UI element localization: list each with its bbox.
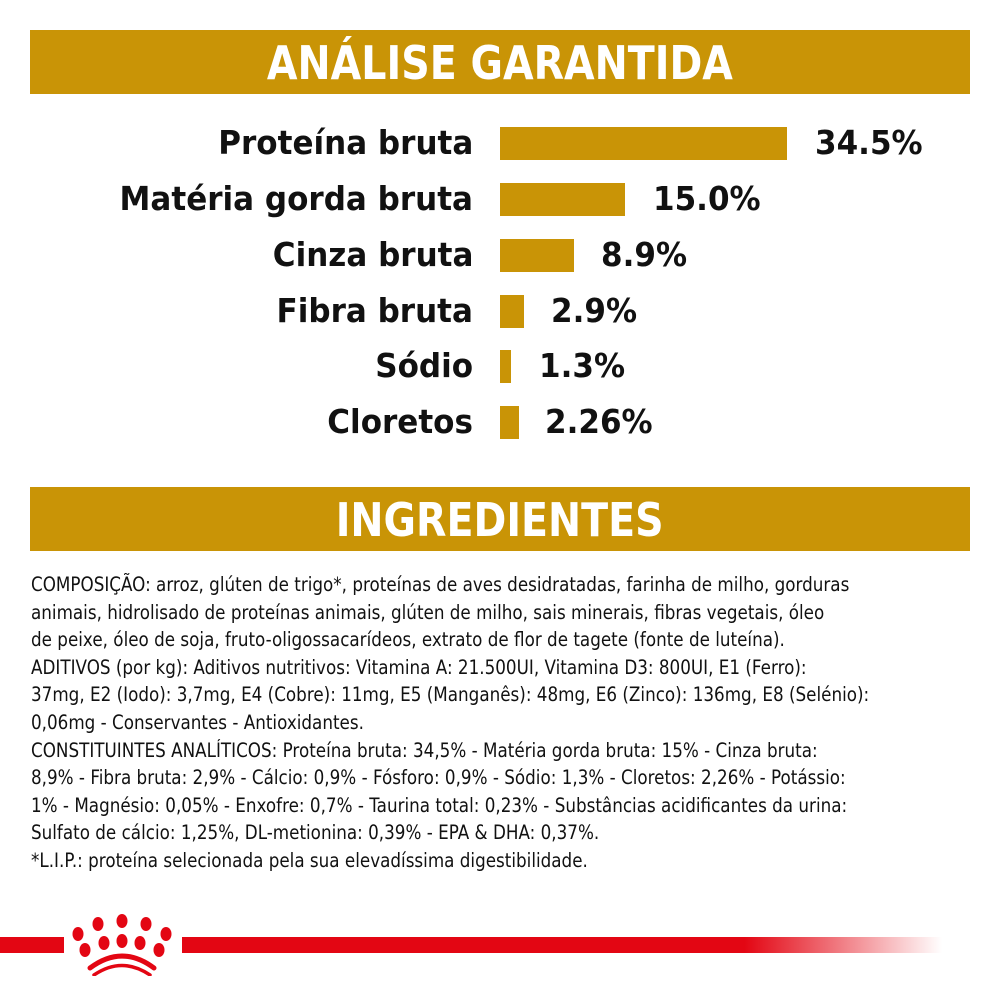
- row-label: Fibra bruta: [276, 291, 473, 330]
- ingredients-line: ADITIVOS (por kg): Aditivos nutritivos: …: [31, 655, 807, 679]
- ingredients-line: 8,9% - Fibra bruta: 2,9% - Cálcio: 0,9% …: [31, 766, 846, 790]
- chart-row: Cinza bruta 8.9%: [0, 235, 1000, 274]
- guaranteed-analysis-chart: Proteína bruta 34.5% Matéria gorda bruta…: [0, 0, 1000, 470]
- row-label: Cinza bruta: [272, 235, 473, 274]
- ingredients-title: INGREDIENTES: [336, 493, 664, 547]
- footer: [0, 900, 1000, 1000]
- row-value: 2.26%: [545, 402, 653, 441]
- row-label: Cloretos: [327, 402, 473, 441]
- analysis-header: ANÁLISE GARANTIDA: [30, 30, 970, 94]
- row-label: Sódio: [375, 346, 473, 385]
- ingredients-header: INGREDIENTES: [30, 487, 970, 551]
- bar: [500, 406, 519, 439]
- ingredients-line: de peixe, óleo de soja, fruto-oligossaca…: [31, 628, 785, 652]
- row-value: 34.5%: [815, 123, 923, 162]
- bar: [500, 183, 625, 216]
- analysis-title: ANÁLISE GARANTIDA: [266, 36, 733, 90]
- bar: [500, 239, 574, 272]
- ingredients-line: 1% - Magnésio: 0,05% - Enxofre: 0,7% - T…: [31, 793, 848, 817]
- ingredients-text: COMPOSIÇÃO: arroz, glúten de trigo*, pro…: [31, 571, 976, 875]
- chart-row: Cloretos 2.26%: [0, 402, 1000, 441]
- ingredients-line: 37mg, E2 (Iodo): 3,7mg, E4 (Cobre): 11mg…: [31, 683, 870, 707]
- row-value: 2.9%: [551, 291, 638, 330]
- ingredients-line: Sulfato de cálcio: 1,25%, DL-metionina: …: [31, 821, 600, 845]
- ingredients-line: animais, hidrolisado de proteínas animai…: [31, 600, 825, 624]
- row-label: Matéria gorda bruta: [119, 179, 473, 218]
- red-divider-left: [0, 937, 64, 953]
- ingredients-line: COMPOSIÇÃO: arroz, glúten de trigo*, pro…: [31, 573, 850, 596]
- chart-row: Proteína bruta 34.5%: [0, 123, 1000, 162]
- red-divider-right: [182, 937, 942, 953]
- row-value: 8.9%: [601, 235, 688, 274]
- ingredients-line: CONSTITUINTES ANALÍTICOS: Proteína bruta…: [31, 738, 818, 762]
- bar: [500, 295, 524, 328]
- row-value: 15.0%: [653, 179, 761, 218]
- row-value: 1.3%: [539, 346, 626, 385]
- bar: [500, 127, 787, 160]
- crown-logo-icon: [72, 914, 172, 976]
- chart-row: Sódio 1.3%: [0, 346, 1000, 385]
- chart-row: Matéria gorda bruta 15.0%: [0, 179, 1000, 218]
- row-label: Proteína bruta: [217, 123, 473, 162]
- bar: [500, 350, 511, 383]
- chart-row: Fibra bruta 2.9%: [0, 291, 1000, 330]
- ingredients-line: *L.I.P.: proteína selecionada pela sua e…: [31, 848, 588, 872]
- ingredients-line: 0,06mg - Conservantes - Antioxidantes.: [31, 710, 364, 734]
